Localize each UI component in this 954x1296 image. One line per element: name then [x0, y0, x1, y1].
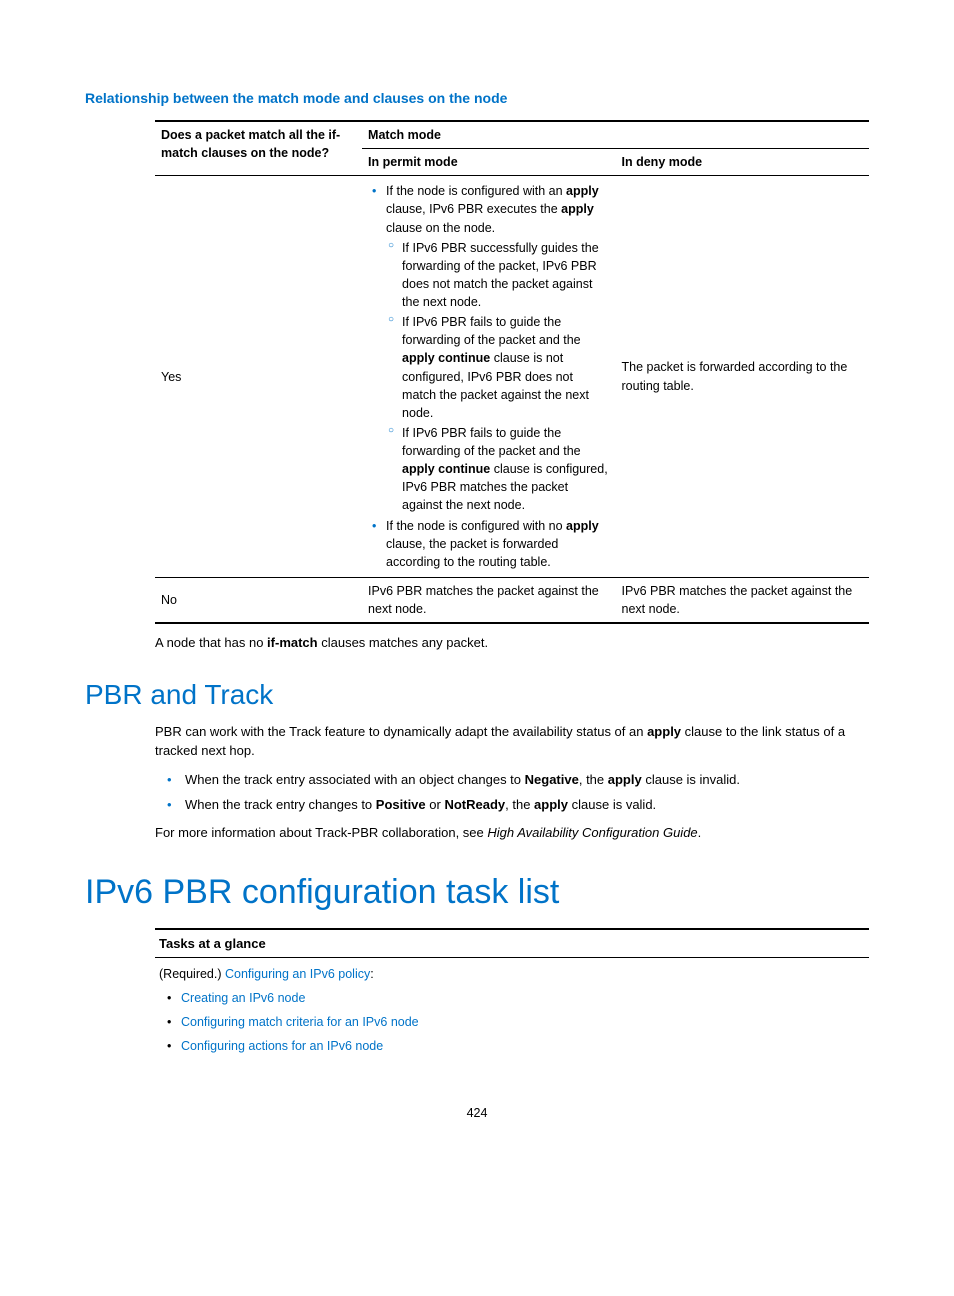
col-header-question: Does a packet match all the if-match cla… [155, 121, 362, 176]
text: : [370, 967, 373, 981]
bold: apply [566, 519, 599, 533]
text: When the track entry associated with an … [185, 772, 525, 787]
col-header-group: Match mode [362, 121, 869, 149]
list-item: If the node is configured with no apply … [386, 517, 609, 571]
row-label-no: No [155, 577, 362, 623]
sub-item: If IPv6 PBR fails to guide the forwardin… [402, 313, 609, 422]
text: clause is valid. [568, 797, 656, 812]
bold: apply continue [402, 351, 490, 365]
text: (Required.) [159, 967, 225, 981]
link-configure-actions[interactable]: Configuring actions for an IPv6 node [181, 1039, 383, 1053]
cell-yes-deny: The packet is forwarded according to the… [616, 176, 869, 578]
paragraph: PBR can work with the Track feature to d… [155, 723, 869, 761]
cell-yes-permit: If the node is configured with an apply … [362, 176, 615, 578]
list-item: When the track entry changes to Positive… [185, 796, 869, 815]
bold: apply [566, 184, 599, 198]
heading-pbr-track: PBR and Track [85, 679, 869, 711]
list-item: If the node is configured with an apply … [386, 182, 609, 514]
text: clauses matches any packet. [318, 635, 489, 650]
tasks-header: Tasks at a glance [155, 929, 869, 958]
text: A node that has no [155, 635, 267, 650]
text: If the node is configured with no [386, 519, 566, 533]
text: For more information about Track-PBR col… [155, 825, 487, 840]
bold: apply [608, 772, 642, 787]
text: . [698, 825, 702, 840]
cell-no-permit: IPv6 PBR matches the packet against the … [362, 577, 615, 623]
text: When the track entry changes to [185, 797, 376, 812]
tasks-table: Tasks at a glance (Required.) Configurin… [155, 928, 869, 1066]
tasks-cell: (Required.) Configuring an IPv6 policy: … [155, 958, 869, 1067]
bold: apply continue [402, 462, 490, 476]
note-paragraph: A node that has no if-match clauses matc… [155, 634, 869, 653]
text: clause, the packet is forwarded accordin… [386, 537, 558, 569]
text: If IPv6 PBR fails to guide the forwardin… [402, 426, 581, 458]
match-mode-table: Does a packet match all the if-match cla… [155, 120, 869, 624]
italic: High Availability Configuration Guide [487, 825, 697, 840]
sub-item: If IPv6 PBR successfully guides the forw… [402, 239, 609, 312]
text: clause, IPv6 PBR executes the [386, 202, 561, 216]
text: clause is invalid. [642, 772, 740, 787]
list-item: Configuring match criteria for an IPv6 n… [181, 1012, 865, 1032]
col-header-permit: In permit mode [362, 149, 615, 176]
table-caption: Relationship between the match mode and … [85, 90, 869, 106]
bold: if-match [267, 635, 318, 650]
bold: apply [534, 797, 568, 812]
col-header-deny: In deny mode [616, 149, 869, 176]
bullet-list: When the track entry associated with an … [185, 771, 869, 815]
link-match-criteria[interactable]: Configuring match criteria for an IPv6 n… [181, 1015, 419, 1029]
sub-item: If IPv6 PBR fails to guide the forwardin… [402, 424, 609, 515]
text: , the [505, 797, 534, 812]
bold: Positive [376, 797, 426, 812]
text: If the node is configured with an [386, 184, 566, 198]
bold: apply [561, 202, 594, 216]
bold: NotReady [444, 797, 505, 812]
text: PBR can work with the Track feature to d… [155, 724, 647, 739]
link-create-node[interactable]: Creating an IPv6 node [181, 991, 305, 1005]
list-item: Configuring actions for an IPv6 node [181, 1036, 865, 1056]
link-configure-policy[interactable]: Configuring an IPv6 policy [225, 967, 370, 981]
paragraph: For more information about Track-PBR col… [155, 824, 869, 843]
text: , the [579, 772, 608, 787]
bold: Negative [525, 772, 579, 787]
page-number: 424 [85, 1106, 869, 1120]
list-item: When the track entry associated with an … [185, 771, 869, 790]
bold: apply [647, 724, 681, 739]
text: or [426, 797, 445, 812]
text: clause on the node. [386, 221, 495, 235]
heading-task-list: IPv6 PBR configuration task list [85, 873, 869, 912]
list-item: Creating an IPv6 node [181, 988, 865, 1008]
row-label-yes: Yes [155, 176, 362, 578]
text: If IPv6 PBR fails to guide the forwardin… [402, 315, 581, 347]
cell-no-deny: IPv6 PBR matches the packet against the … [616, 577, 869, 623]
